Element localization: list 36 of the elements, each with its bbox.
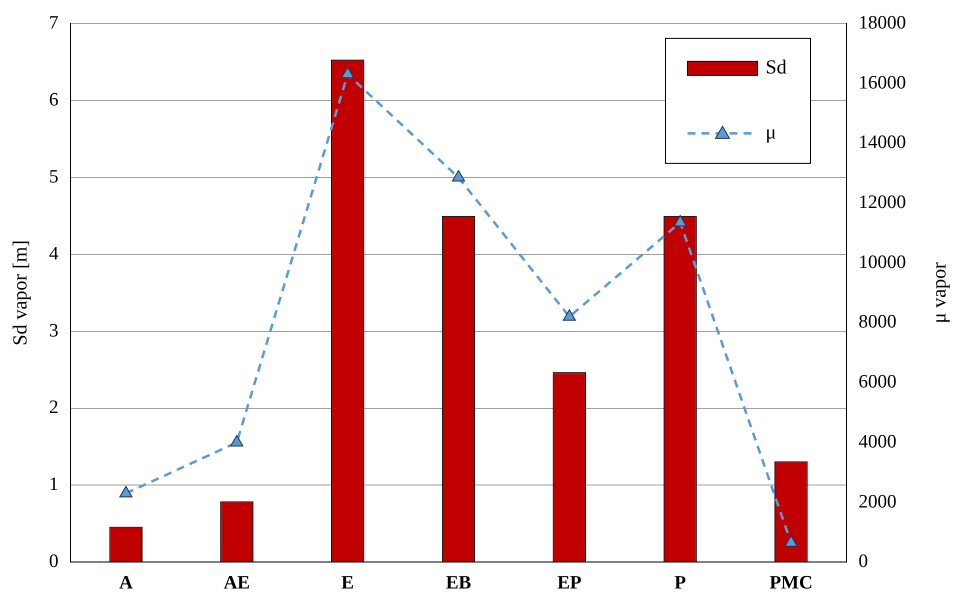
- y-axis-title: Sd vapor [m]: [9, 240, 32, 346]
- x-tick-label: EP: [557, 572, 582, 594]
- x-tick-label: P: [674, 572, 686, 594]
- x-tick-label: EB: [446, 572, 472, 594]
- point: [674, 214, 687, 226]
- y-tick-label: 6: [49, 89, 58, 110]
- y2-tick-label: 2000: [858, 491, 896, 512]
- point: [341, 66, 354, 78]
- y-tick-label: 4: [49, 243, 59, 264]
- y2-axis-title: μ vapor: [928, 262, 950, 324]
- point: [452, 170, 466, 182]
- x-tick-label: A: [119, 572, 134, 594]
- y2-tick-label: 12000: [858, 192, 906, 213]
- x-tick-label: E: [341, 572, 354, 594]
- y-tick-label: 2: [49, 397, 58, 418]
- y-tick-label: 5: [49, 166, 58, 188]
- y2-tick-label: 0: [858, 551, 868, 572]
- y-tick-label: 0: [49, 551, 58, 572]
- y2-tick-label: 4000: [858, 431, 896, 452]
- y2-tick-label: 14000: [858, 132, 906, 154]
- y2-tick-label: 6000: [858, 372, 896, 393]
- x-tick-label: PMC: [769, 572, 813, 594]
- y-tick-label: 1: [49, 474, 58, 496]
- point: [119, 486, 132, 498]
- point: [784, 535, 798, 547]
- y2-tick-label: 10000: [858, 252, 906, 273]
- point: [562, 309, 576, 321]
- y-tick-label: 7: [49, 12, 58, 34]
- y2-tick-label: 18000: [858, 12, 906, 34]
- legend-label: Sd: [766, 56, 787, 79]
- y2-tick-label: 8000: [858, 312, 896, 333]
- legend-label: μ: [766, 122, 776, 144]
- point: [230, 434, 244, 446]
- y-tick-label: 3: [49, 320, 58, 342]
- y2-tick-label: 16000: [858, 72, 906, 94]
- x-tick-label: AE: [224, 572, 250, 594]
